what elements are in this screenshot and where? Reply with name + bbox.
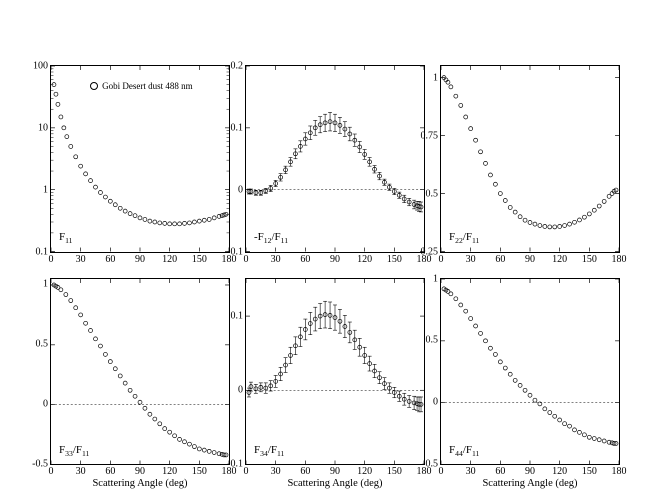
xtick-label: 120 [162, 252, 177, 265]
xtick-label: 30 [466, 252, 476, 265]
xtick-label: 30 [76, 252, 86, 265]
ytick-label: 1 [433, 273, 441, 284]
ytick-label: 0.1 [231, 122, 247, 133]
ytick-label: 10 [38, 122, 51, 133]
xtick-label: 150 [192, 464, 207, 477]
ytick-label: 0 [433, 397, 441, 408]
xtick-label: 30 [271, 464, 281, 477]
panel-title: F34/F11 [254, 444, 284, 458]
ytick-label: 0.5 [426, 335, 442, 346]
xtick-label: 90 [525, 252, 535, 265]
x-axis-label: Scattering Angle (deg) [287, 464, 382, 489]
x-axis-label: Scattering Angle (deg) [92, 464, 187, 489]
ytick-label: 0 [238, 384, 246, 395]
panel-title: F33/F11 [59, 444, 89, 458]
ytick-label: 1 [43, 279, 51, 290]
xtick-label: 30 [76, 464, 86, 477]
ytick-label: 0.2 [231, 61, 247, 72]
ytick-label: 0.5 [36, 339, 52, 350]
ytick-label: -0.5 [32, 459, 51, 470]
xtick-label: 90 [135, 252, 145, 265]
legend-marker-icon [90, 82, 98, 90]
xtick-label: 150 [387, 464, 402, 477]
panel-1: 0306090120150180-0.100.10.2-F12/F11 [245, 65, 425, 253]
panel-title: F44/F11 [449, 444, 479, 458]
panel-2: 03060901201501800.250.50.751F22/F11 [440, 65, 620, 253]
ytick-label: 100 [33, 61, 51, 72]
xtick-label: 30 [271, 252, 281, 265]
ytick-label: 0.75 [421, 130, 442, 141]
ytick-label: 0.25 [421, 246, 442, 257]
panel-title: F22/F11 [449, 231, 479, 245]
xtick-label: 120 [357, 252, 372, 265]
ytick-label: 0 [43, 399, 51, 410]
xtick-label: 30 [466, 464, 476, 477]
ytick-label: -0.5 [422, 459, 441, 470]
xtick-label: 90 [330, 252, 340, 265]
x-axis-label: Scattering Angle (deg) [482, 464, 577, 489]
xtick-label: 60 [300, 252, 310, 265]
xtick-label: 120 [552, 252, 567, 265]
xtick-label: 60 [105, 252, 115, 265]
legend-text: Gobi Desert dust 488 nm [102, 81, 193, 91]
ytick-label: 1 [43, 184, 51, 195]
panel-title: F11 [59, 231, 73, 245]
ytick-label: -0.1 [227, 459, 246, 470]
panel-3: 0306090120150180-0.500.51F33/F11Scatteri… [50, 278, 230, 466]
xtick-label: 180 [612, 464, 627, 477]
ytick-label: -0.1 [227, 246, 246, 257]
xtick-label: 60 [495, 252, 505, 265]
legend: Gobi Desert dust 488 nm [90, 81, 193, 91]
panel-0: 03060901201501800.1110100F11Gobi Desert … [50, 65, 230, 253]
panel-title: -F12/F11 [254, 231, 288, 245]
ytick-label: 0 [238, 184, 246, 195]
xtick-label: 150 [582, 464, 597, 477]
ytick-label: 1 [433, 72, 441, 83]
panel-5: 0306090120150180-0.500.51F44/F11Scatteri… [440, 278, 620, 466]
panel-4: 0306090120150180-0.100.1F34/F11Scatterin… [245, 278, 425, 466]
ytick-label: 0.1 [231, 310, 247, 321]
ytick-label: 0.5 [426, 188, 442, 199]
ytick-label: 0.1 [36, 246, 52, 257]
xtick-label: 150 [192, 252, 207, 265]
xtick-label: 180 [612, 252, 627, 265]
xtick-label: 150 [582, 252, 597, 265]
xtick-label: 150 [387, 252, 402, 265]
